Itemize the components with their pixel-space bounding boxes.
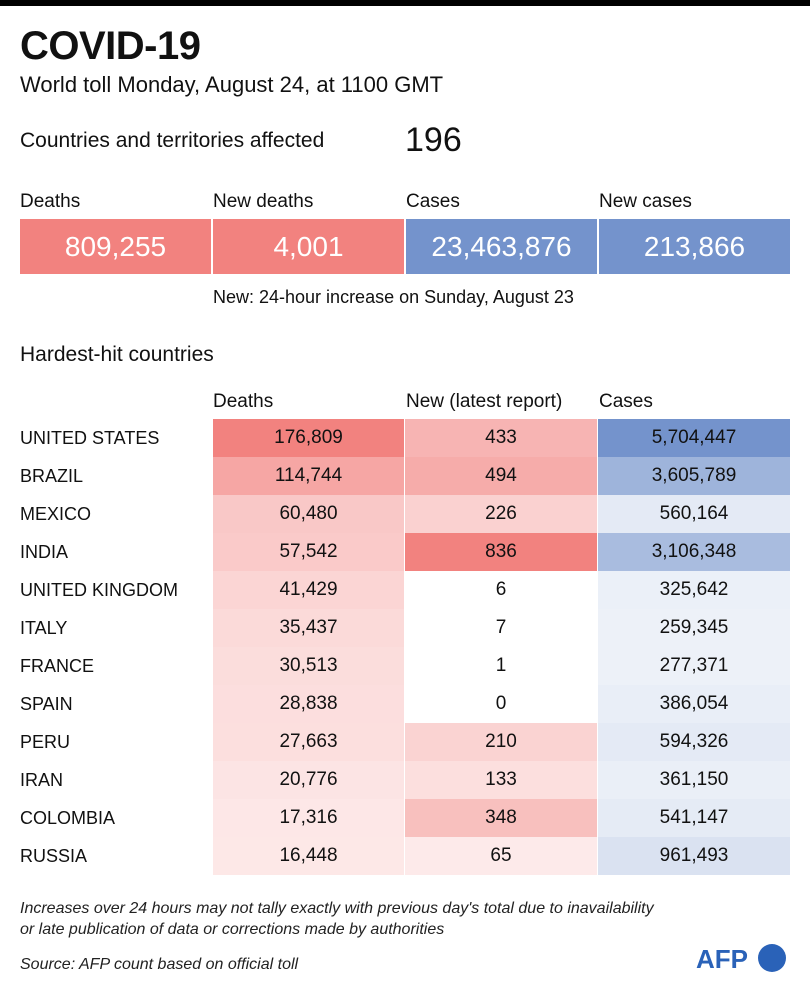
cell-deaths: 30,513 <box>213 647 404 685</box>
summary-value-new-cases: 213,866 <box>599 219 790 274</box>
summary-label-new-cases: New cases <box>599 191 692 212</box>
hardest-hit-title: Hardest-hit countries <box>20 343 214 366</box>
cell-deaths: 60,480 <box>213 495 404 533</box>
page-subtitle: World toll Monday, August 24, at 1100 GM… <box>20 72 444 97</box>
summary-label-cases: Cases <box>406 191 460 212</box>
cell-cases: 386,054 <box>598 685 790 723</box>
cell-new: 494 <box>405 457 597 495</box>
row-label-country: UNITED STATES <box>20 428 160 448</box>
cell-deaths: 16,448 <box>213 837 404 875</box>
row-label-country: UNITED KINGDOM <box>20 580 179 600</box>
source-note: Source: AFP count based on official toll <box>20 956 299 973</box>
cell-new: 0 <box>405 685 597 723</box>
cell-new: 348 <box>405 799 597 837</box>
row-label-country: ITALY <box>20 618 68 638</box>
column-header-new: New (latest report) <box>406 391 563 412</box>
cell-deaths: 20,776 <box>213 761 404 799</box>
summary-label-deaths: Deaths <box>20 191 81 212</box>
summary-value-deaths: 809,255 <box>20 219 211 274</box>
cell-cases: 277,371 <box>598 647 790 685</box>
summary-value-new-deaths: 4,001 <box>213 219 404 274</box>
cell-deaths: 114,744 <box>213 457 404 495</box>
cell-new: 7 <box>405 609 597 647</box>
afp-logo-globe <box>758 944 786 972</box>
cell-deaths: 41,429 <box>213 571 404 609</box>
cell-new: 433 <box>405 419 597 457</box>
row-label-country: FRANCE <box>20 656 95 676</box>
footnote-line-1: Increases over 24 hours may not tally ex… <box>20 900 654 917</box>
cell-deaths: 27,663 <box>213 723 404 761</box>
cell-cases: 325,642 <box>598 571 790 609</box>
cell-new: 210 <box>405 723 597 761</box>
cell-new: 226 <box>405 495 597 533</box>
cell-deaths: 35,437 <box>213 609 404 647</box>
cell-deaths: 57,542 <box>213 533 404 571</box>
cell-cases: 560,164 <box>598 495 790 533</box>
cell-new: 65 <box>405 837 597 875</box>
cell-deaths: 17,316 <box>213 799 404 837</box>
cell-new: 6 <box>405 571 597 609</box>
summary-value-cases: 23,463,876 <box>406 219 597 274</box>
cell-cases: 361,150 <box>598 761 790 799</box>
cell-cases: 3,605,789 <box>598 457 790 495</box>
cell-new: 133 <box>405 761 597 799</box>
cell-cases: 541,147 <box>598 799 790 837</box>
row-label-country: SPAIN <box>20 694 73 714</box>
row-label-country: IRAN <box>20 770 64 790</box>
cell-deaths: 176,809 <box>213 419 404 457</box>
summary-label-new-deaths: New deaths <box>213 191 314 212</box>
row-label-country: INDIA <box>20 542 69 562</box>
row-label-country: COLOMBIA <box>20 808 116 828</box>
cell-new: 836 <box>405 533 597 571</box>
countries-value: 196 <box>405 121 462 159</box>
cell-new: 1 <box>405 647 597 685</box>
row-label-country: MEXICO <box>20 504 92 524</box>
page-title: COVID-19 <box>20 24 201 68</box>
cell-cases: 259,345 <box>598 609 790 647</box>
row-label-country: RUSSIA <box>20 846 88 866</box>
cell-cases: 5,704,447 <box>598 419 790 457</box>
cell-deaths: 28,838 <box>213 685 404 723</box>
afp-logo-text: AFP <box>696 944 748 974</box>
cell-cases: 594,326 <box>598 723 790 761</box>
cell-cases: 961,493 <box>598 837 790 875</box>
footnote-line-2: or late publication of data or correctio… <box>20 921 445 938</box>
row-label-country: PERU <box>20 732 71 752</box>
cell-cases: 3,106,348 <box>598 533 790 571</box>
top-bar <box>0 0 810 6</box>
countries-label: Countries and territories affected <box>20 129 325 152</box>
row-label-country: BRAZIL <box>20 466 84 486</box>
afp-logo: AFP <box>696 944 786 974</box>
column-header-cases: Cases <box>599 391 653 412</box>
summary-note: New: 24-hour increase on Sunday, August … <box>213 287 574 307</box>
column-header-deaths: Deaths <box>213 391 274 412</box>
